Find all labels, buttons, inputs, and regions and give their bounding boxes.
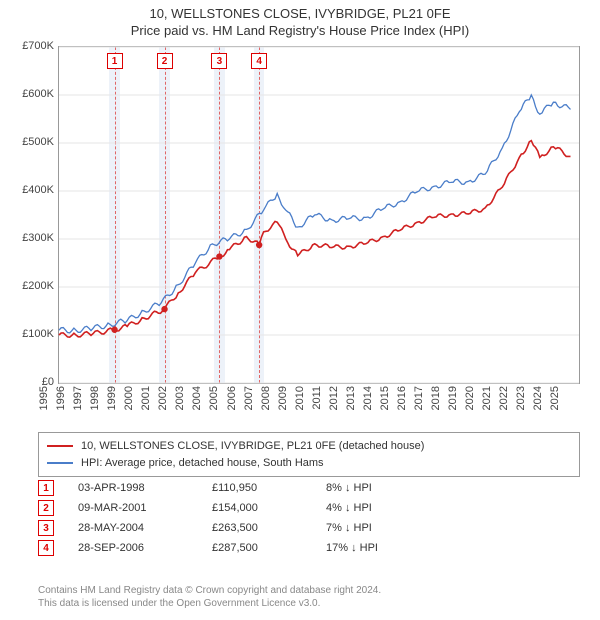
chart-title: 10, WELLSTONES CLOSE, IVYBRIDGE, PL21 0F… [0, 0, 600, 40]
title-line1: 10, WELLSTONES CLOSE, IVYBRIDGE, PL21 0F… [0, 6, 600, 23]
y-tick: £300K [10, 232, 54, 244]
line-layer [59, 47, 579, 383]
legend-row: 10, WELLSTONES CLOSE, IVYBRIDGE, PL21 0F… [47, 438, 571, 455]
sale-dot [256, 242, 262, 248]
y-tick: £200K [10, 280, 54, 292]
plot-marker: 3 [211, 53, 227, 69]
plot-area: 1 2 3 4 [58, 46, 580, 384]
marker-row: 1 03-APR-1998 £110,950 8% ↓ HPI [38, 478, 562, 498]
marker-table: 1 03-APR-1998 £110,950 8% ↓ HPI 2 09-MAR-2001… [38, 478, 562, 558]
marker-number: 1 [38, 480, 54, 496]
marker-delta: 8% ↓ HPI [326, 482, 372, 494]
x-axis-ticks: 1995199619971998199920002001200220032004… [58, 382, 578, 426]
footer-line2: This data is licensed under the Open Gov… [38, 597, 562, 610]
marker-row: 4 28-SEP-2006 £287,500 17% ↓ HPI [38, 538, 562, 558]
footer-attribution: Contains HM Land Registry data © Crown c… [38, 584, 562, 610]
marker-row: 2 09-MAR-2001 £154,000 4% ↓ HPI [38, 498, 562, 518]
marker-number: 3 [38, 520, 54, 536]
chart-area: £0£100K£200K£300K£400K£500K£600K£700K 12… [10, 46, 590, 426]
marker-date: 28-MAY-2004 [78, 522, 188, 534]
legend-label: 10, WELLSTONES CLOSE, IVYBRIDGE, PL21 0F… [81, 438, 424, 455]
marker-number: 2 [38, 500, 54, 516]
legend-label: HPI: Average price, detached house, Sout… [81, 455, 324, 472]
footer-line1: Contains HM Land Registry data © Crown c… [38, 584, 562, 597]
marker-price: £154,000 [212, 502, 302, 514]
y-tick: £700K [10, 40, 54, 52]
sale-dot [111, 327, 117, 333]
legend-swatch [47, 462, 73, 464]
sale-dot [216, 253, 222, 259]
marker-price: £263,500 [212, 522, 302, 534]
plot-marker: 1 [107, 53, 123, 69]
title-line2: Price paid vs. HM Land Registry's House … [0, 23, 600, 40]
y-tick: £600K [10, 88, 54, 100]
marker-number: 4 [38, 540, 54, 556]
y-tick: £400K [10, 184, 54, 196]
legend-swatch [47, 445, 73, 447]
legend-row: HPI: Average price, detached house, Sout… [47, 455, 571, 472]
y-tick: £100K [10, 328, 54, 340]
marker-delta: 17% ↓ HPI [326, 542, 378, 554]
x-tick: 2025 [549, 386, 589, 410]
marker-date: 03-APR-1998 [78, 482, 188, 494]
sale-dot [161, 306, 167, 312]
plot-marker: 4 [251, 53, 267, 69]
marker-date: 28-SEP-2006 [78, 542, 188, 554]
marker-row: 3 28-MAY-2004 £263,500 7% ↓ HPI [38, 518, 562, 538]
y-tick: £500K [10, 136, 54, 148]
marker-date: 09-MAR-2001 [78, 502, 188, 514]
marker-price: £110,950 [212, 482, 302, 494]
legend-box: 10, WELLSTONES CLOSE, IVYBRIDGE, PL21 0F… [38, 432, 580, 477]
series-hpi [59, 95, 571, 333]
marker-delta: 4% ↓ HPI [326, 502, 372, 514]
plot-marker: 2 [157, 53, 173, 69]
marker-delta: 7% ↓ HPI [326, 522, 372, 534]
marker-price: £287,500 [212, 542, 302, 554]
